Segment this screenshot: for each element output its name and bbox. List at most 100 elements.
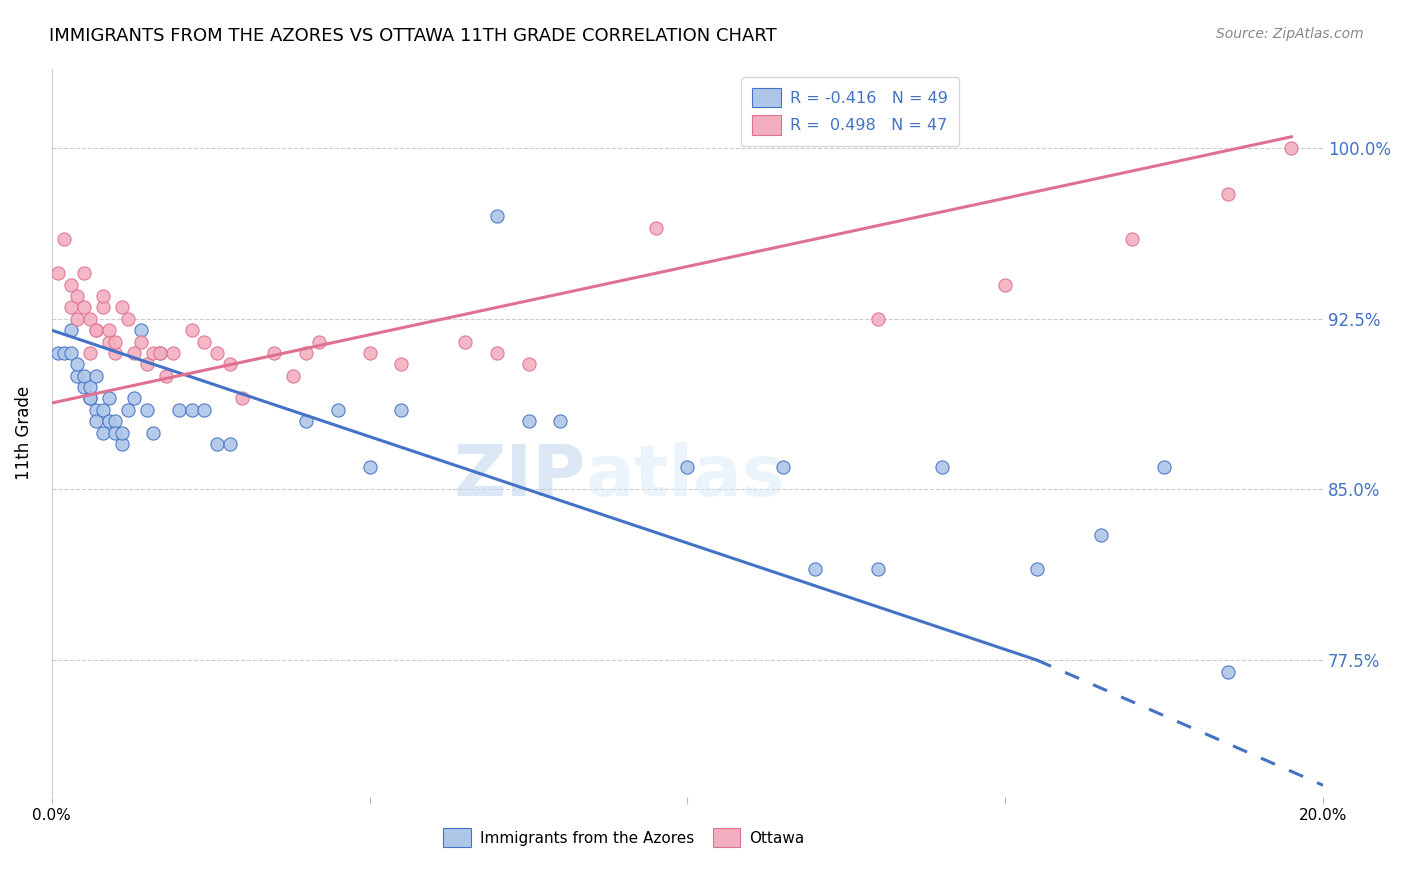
Point bbox=[295, 414, 318, 428]
Point bbox=[326, 402, 349, 417]
Point bbox=[59, 301, 82, 315]
Point bbox=[218, 437, 240, 451]
Point bbox=[104, 346, 127, 360]
Point bbox=[283, 368, 305, 383]
Point bbox=[868, 311, 890, 326]
Point bbox=[454, 334, 477, 349]
Point bbox=[72, 266, 94, 280]
Point bbox=[180, 402, 202, 417]
Point bbox=[124, 392, 146, 406]
Point bbox=[136, 357, 159, 371]
Text: Source: ZipAtlas.com: Source: ZipAtlas.com bbox=[1216, 27, 1364, 41]
Point bbox=[205, 346, 228, 360]
Point bbox=[84, 323, 107, 337]
Point bbox=[1279, 141, 1302, 155]
Y-axis label: 11th Grade: 11th Grade bbox=[15, 385, 32, 480]
Point bbox=[193, 334, 215, 349]
Point bbox=[104, 334, 127, 349]
Point bbox=[117, 311, 139, 326]
Point bbox=[79, 311, 101, 326]
Point bbox=[111, 301, 134, 315]
Point bbox=[84, 368, 107, 383]
Point bbox=[97, 334, 120, 349]
Point bbox=[931, 459, 953, 474]
Point bbox=[97, 323, 120, 337]
Point bbox=[142, 346, 165, 360]
Point bbox=[167, 402, 190, 417]
Point bbox=[117, 402, 139, 417]
Point bbox=[91, 425, 114, 440]
Point bbox=[218, 357, 240, 371]
Point bbox=[142, 425, 165, 440]
Point bbox=[129, 323, 152, 337]
Point bbox=[46, 346, 69, 360]
Point bbox=[66, 368, 89, 383]
Point bbox=[1026, 562, 1049, 576]
Point bbox=[193, 402, 215, 417]
Point bbox=[1090, 528, 1112, 542]
Point bbox=[994, 277, 1017, 292]
Point bbox=[46, 266, 69, 280]
Point bbox=[389, 357, 412, 371]
Point bbox=[111, 425, 134, 440]
Point bbox=[803, 562, 825, 576]
Text: IMMIGRANTS FROM THE AZORES VS OTTAWA 11TH GRADE CORRELATION CHART: IMMIGRANTS FROM THE AZORES VS OTTAWA 11T… bbox=[49, 27, 778, 45]
Point bbox=[644, 220, 666, 235]
Point bbox=[84, 414, 107, 428]
Point bbox=[97, 392, 120, 406]
Point bbox=[155, 368, 177, 383]
Point bbox=[59, 277, 82, 292]
Point bbox=[129, 334, 152, 349]
Point bbox=[550, 414, 572, 428]
Point bbox=[359, 459, 381, 474]
Point bbox=[79, 346, 101, 360]
Point bbox=[53, 232, 76, 246]
Point bbox=[149, 346, 172, 360]
Point bbox=[53, 346, 76, 360]
Point bbox=[676, 459, 699, 474]
Point bbox=[91, 289, 114, 303]
Point bbox=[772, 459, 794, 474]
Point bbox=[485, 346, 508, 360]
Point bbox=[79, 392, 101, 406]
Point bbox=[72, 368, 94, 383]
Point bbox=[59, 323, 82, 337]
Point bbox=[149, 346, 172, 360]
Point bbox=[111, 437, 134, 451]
Point bbox=[517, 357, 540, 371]
Point bbox=[91, 301, 114, 315]
Point bbox=[205, 437, 228, 451]
Point bbox=[84, 402, 107, 417]
Point bbox=[79, 392, 101, 406]
Point bbox=[104, 425, 127, 440]
Point bbox=[517, 414, 540, 428]
Point bbox=[868, 562, 890, 576]
Point bbox=[97, 414, 120, 428]
Point bbox=[180, 323, 202, 337]
Point bbox=[59, 346, 82, 360]
Point bbox=[66, 311, 89, 326]
Legend: R = -0.416   N = 49, R =  0.498   N = 47: R = -0.416 N = 49, R = 0.498 N = 47 bbox=[741, 77, 959, 145]
Point bbox=[124, 346, 146, 360]
Point bbox=[136, 402, 159, 417]
Point bbox=[72, 380, 94, 394]
Point bbox=[231, 392, 253, 406]
Point bbox=[66, 289, 89, 303]
Point bbox=[295, 346, 318, 360]
Point bbox=[1216, 665, 1239, 679]
Point bbox=[308, 334, 330, 349]
Text: atlas: atlas bbox=[586, 442, 786, 511]
Point bbox=[263, 346, 285, 360]
Point bbox=[72, 301, 94, 315]
Point bbox=[485, 210, 508, 224]
Point bbox=[359, 346, 381, 360]
Point bbox=[84, 323, 107, 337]
Point bbox=[162, 346, 184, 360]
Text: ZIP: ZIP bbox=[454, 442, 586, 511]
Point bbox=[79, 380, 101, 394]
Point bbox=[1216, 186, 1239, 201]
Point bbox=[66, 357, 89, 371]
Point bbox=[389, 402, 412, 417]
Point bbox=[91, 402, 114, 417]
Point bbox=[1153, 459, 1175, 474]
